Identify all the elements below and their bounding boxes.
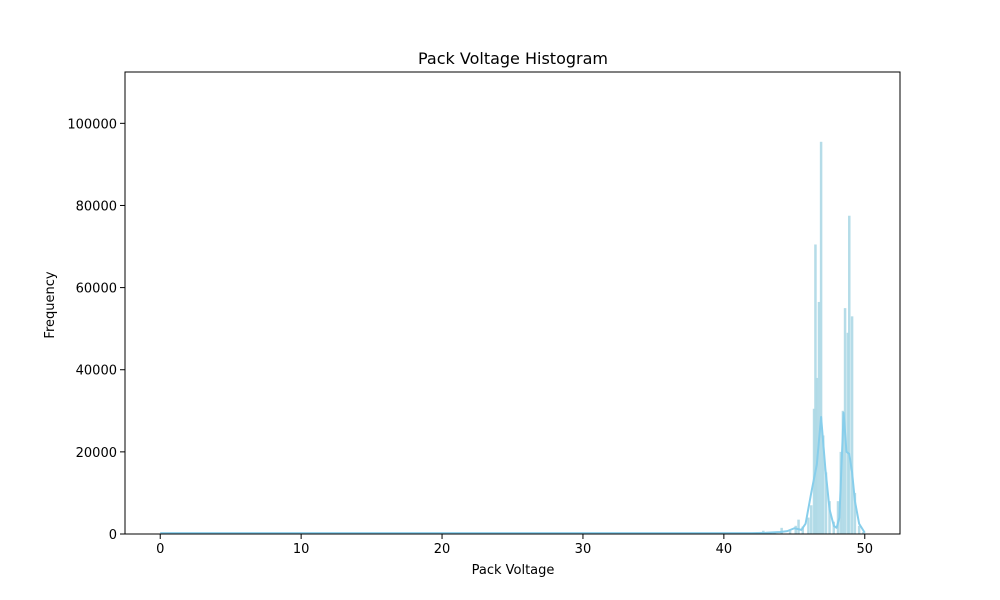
kde-curve <box>160 411 866 535</box>
histogram-bar-18 <box>836 501 840 534</box>
x-axis-label: Pack Voltage <box>472 563 555 578</box>
histogram-bar-10 <box>814 244 817 535</box>
histogram-bar-8 <box>809 505 813 534</box>
histogram-bar-4 <box>794 525 797 534</box>
histogram-bar-12 <box>817 301 821 534</box>
y-tick-label: 20000 <box>76 446 117 461</box>
histogram-bar-26 <box>857 525 861 534</box>
x-tick-label: 40 <box>716 542 733 557</box>
chart-title: Pack Voltage Histogram <box>418 49 608 68</box>
histogram-bar-27 <box>862 531 865 534</box>
x-tick-label: 50 <box>856 542 873 557</box>
histogram-bar-14 <box>821 435 825 534</box>
histogram-bar-16 <box>828 501 831 534</box>
y-tick-label: 60000 <box>76 282 117 297</box>
plot-area <box>160 141 866 535</box>
x-tick-label: 20 <box>434 542 451 557</box>
histogram-bar-6 <box>801 526 805 534</box>
y-tick-label: 80000 <box>76 199 117 214</box>
histogram-bar-9 <box>812 408 816 534</box>
histogram-bar-22 <box>846 332 850 534</box>
y-tick-label: 40000 <box>76 364 117 379</box>
histogram-bar-3 <box>788 530 792 534</box>
histogram-bar-17 <box>832 521 836 534</box>
y-tick-label: 0 <box>109 528 117 543</box>
plot-frame <box>124 71 901 535</box>
y-axis-label: Frequency <box>43 271 58 338</box>
histogram-bar-7 <box>807 517 810 534</box>
histogram-bar-23 <box>848 215 851 535</box>
x-tick-label: 0 <box>156 542 164 557</box>
x-axis: 0 10 20 30 40 50 <box>156 534 873 557</box>
histogram-bar-25 <box>853 492 857 534</box>
histogram-bar-24 <box>850 316 854 534</box>
x-tick-label: 10 <box>293 542 310 557</box>
histogram-bar-5 <box>797 519 800 534</box>
histogram-bar-15 <box>824 472 828 534</box>
x-tick-label: 30 <box>575 542 592 557</box>
y-tick-label: 100000 <box>67 117 117 132</box>
y-axis: 0 20000 40000 60000 80000 100000 <box>67 117 125 543</box>
histogram-bar-13 <box>819 141 823 534</box>
histogram-bar-20 <box>841 410 845 534</box>
